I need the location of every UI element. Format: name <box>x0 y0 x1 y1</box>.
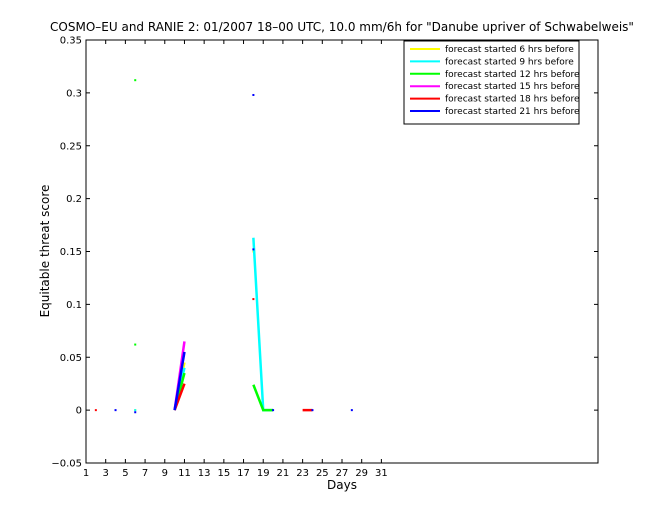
legend-label: forecast started 15 hrs before <box>445 82 580 92</box>
legend-label: forecast started 6 hrs before <box>445 45 574 55</box>
y-tick-label: 0.25 <box>60 141 82 152</box>
y-axis-label: Equitable threat score <box>38 185 52 318</box>
x-ticks: 1 3 5 7 9 11 13 15 17 19 21 23 25 27 29 31 <box>83 40 388 479</box>
y-ticks: −0.05 0 0.05 0.1 0.15 0.2 0.25 0.3 0.35 <box>51 36 598 470</box>
x-tick-label: 7 <box>142 468 148 479</box>
x-axis-label: Days <box>327 478 357 492</box>
data-point <box>350 409 353 412</box>
y-tick-label: −0.05 <box>51 459 82 470</box>
legend-label: forecast started 18 hrs before <box>445 95 580 105</box>
legend-label: forecast started 12 hrs before <box>445 70 580 80</box>
data-point <box>134 79 137 82</box>
y-tick-label: 0.15 <box>60 247 82 258</box>
x-tick-label: 17 <box>237 468 250 479</box>
data-point <box>94 409 97 412</box>
y-tick-label: 0.1 <box>66 300 82 311</box>
x-tick-label: 19 <box>257 468 270 479</box>
data-point <box>252 298 255 301</box>
series-line <box>173 351 186 411</box>
x-tick-label: 1 <box>83 468 89 479</box>
y-tick-label: 0.2 <box>66 194 82 205</box>
y-tick-label: 0.3 <box>66 88 82 99</box>
series-line <box>252 384 274 412</box>
legend-label: forecast started 21 hrs before <box>445 107 580 117</box>
x-tick-label: 3 <box>103 468 109 479</box>
data-point <box>134 343 137 346</box>
x-tick-label: 25 <box>316 468 329 479</box>
legend-label: forecast started 9 hrs before <box>445 57 574 67</box>
data-point <box>134 411 137 414</box>
y-tick-label: 0 <box>76 406 82 417</box>
x-tick-label: 5 <box>122 468 128 479</box>
x-tick-label: 31 <box>375 468 388 479</box>
y-tick-label: 0.35 <box>60 36 82 47</box>
series-layer <box>94 79 353 414</box>
chart-title: COSMO–EU and RANIE 2: 01/2007 18–00 UTC,… <box>50 20 634 34</box>
data-point <box>272 409 275 412</box>
data-point <box>134 409 137 412</box>
legend: forecast started 6 hrs before forecast st… <box>403 40 580 125</box>
data-point <box>252 93 255 96</box>
x-tick-label: 11 <box>178 468 191 479</box>
x-tick-label: 29 <box>355 468 368 479</box>
data-point <box>252 248 255 251</box>
y-tick-label: 0.05 <box>60 353 82 364</box>
x-tick-label: 23 <box>296 468 309 479</box>
x-tick-label: 9 <box>162 468 168 479</box>
x-tick-label: 21 <box>277 468 290 479</box>
x-tick-label: 15 <box>217 468 230 479</box>
data-point <box>114 409 117 412</box>
data-point <box>311 409 314 412</box>
x-tick-label: 27 <box>336 468 349 479</box>
x-tick-label: 13 <box>198 468 211 479</box>
